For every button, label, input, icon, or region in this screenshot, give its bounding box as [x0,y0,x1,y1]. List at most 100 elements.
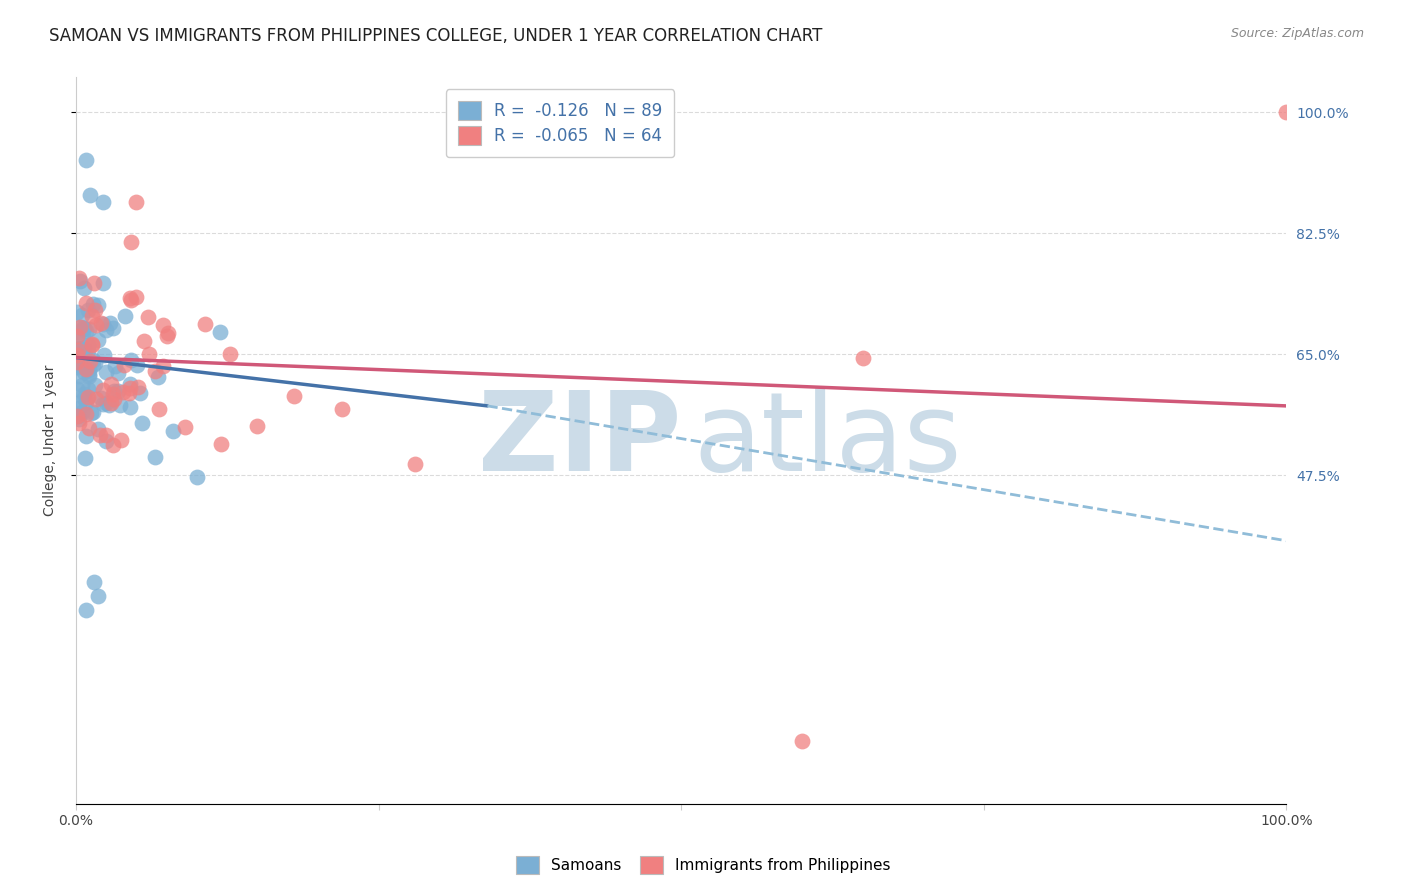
Point [72,405,94,419]
Point [209,437,232,451]
Point [100,377,122,392]
Point [77,390,100,404]
Point [90,391,112,405]
Point [84,356,107,370]
Point [67,342,90,356]
Point [129,386,152,401]
Point [94,323,117,337]
Point [330,401,353,416]
Point [120,381,142,395]
Point [67,409,90,424]
Point [76,392,98,406]
Point [66,329,89,343]
Point [67,417,90,431]
Point [69,274,91,288]
Point [98,316,121,330]
Point [100,396,122,410]
Point [108,398,131,412]
Point [76,395,98,409]
Point [77,421,100,435]
Point [67,342,90,356]
Point [66,409,89,424]
Point [96,434,118,448]
Point [103,384,125,398]
Point [75,325,97,339]
Point [194,317,217,331]
Point [83,276,105,290]
Point [66,396,89,410]
Point [76,361,98,376]
Point [186,470,208,484]
Point [87,333,110,347]
Point [146,369,169,384]
Point [66,305,89,319]
Point [83,575,105,590]
Point [792,734,814,748]
Point [1275,105,1298,120]
Point [67,325,90,339]
Point [219,347,242,361]
Point [72,321,94,335]
Point [125,195,148,210]
Point [120,292,142,306]
Point [77,322,100,336]
Point [162,424,184,438]
Point [91,397,114,411]
Point [132,334,155,348]
Point [75,153,97,168]
Point [120,401,142,415]
Point [82,358,104,372]
Point [73,387,96,401]
Point [84,392,107,407]
Point [143,450,166,465]
Point [69,320,91,334]
Point [67,412,90,426]
Point [127,380,149,394]
Point [83,303,105,318]
Point [173,419,195,434]
Point [114,310,136,324]
Point [90,316,112,330]
Point [107,366,129,380]
Point [69,368,91,383]
Point [152,359,174,374]
Point [76,343,98,357]
Point [157,326,180,340]
Point [82,353,104,368]
Point [79,354,101,368]
Point [96,396,118,410]
Point [104,359,127,374]
Point [73,343,96,358]
Point [73,321,96,335]
Point [120,377,142,392]
Point [80,406,103,420]
Point [125,290,148,304]
Point [75,603,97,617]
Point [404,457,426,471]
Point [66,355,89,369]
Point [110,433,132,447]
Point [93,348,115,362]
Point [94,365,117,379]
Point [66,343,89,358]
Point [127,358,149,372]
Point [283,388,305,402]
Point [77,367,100,381]
Point [69,320,91,334]
Point [66,346,89,360]
Point [148,402,170,417]
Point [75,429,97,443]
Point [107,384,129,398]
Point [94,428,117,442]
Point [101,438,124,452]
Point [103,387,125,401]
Text: Source: ZipAtlas.com: Source: ZipAtlas.com [1230,27,1364,40]
Point [72,308,94,322]
Point [66,383,89,397]
Point [131,416,153,430]
Point [103,392,125,406]
Point [73,365,96,379]
Point [87,421,110,435]
Point [67,271,90,285]
Point [72,281,94,295]
